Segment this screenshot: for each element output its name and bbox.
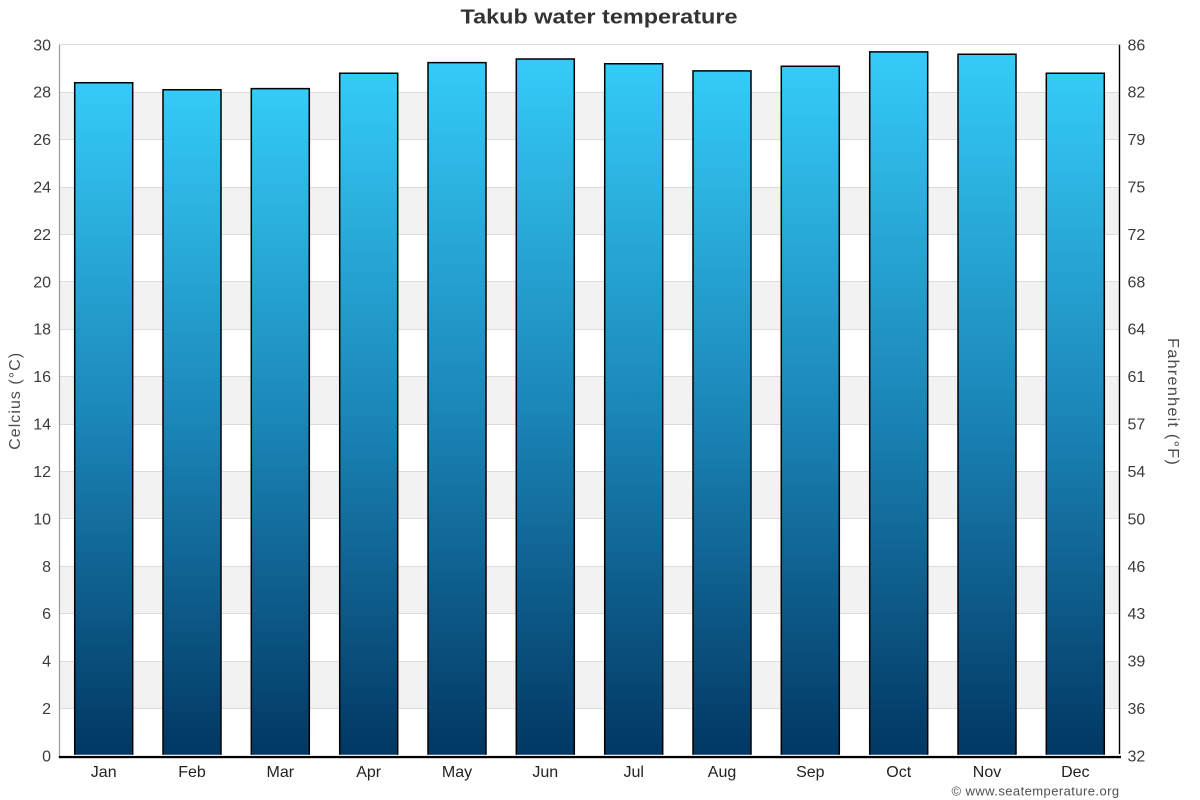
svg-text:20: 20 [33,274,51,291]
svg-text:© www.seatemperature.org: © www.seatemperature.org [952,784,1120,799]
svg-text:86: 86 [1128,37,1146,54]
svg-text:Dec: Dec [1061,764,1089,781]
svg-text:0: 0 [42,748,51,765]
svg-text:61: 61 [1128,369,1146,386]
svg-text:75: 75 [1128,180,1146,197]
svg-text:46: 46 [1128,559,1146,576]
svg-text:24: 24 [33,180,51,197]
svg-text:39: 39 [1128,654,1146,671]
svg-text:68: 68 [1128,274,1146,291]
svg-text:12: 12 [33,464,51,481]
svg-text:Apr: Apr [356,764,382,781]
svg-text:30: 30 [33,37,51,54]
svg-text:Mar: Mar [267,764,295,781]
svg-text:57: 57 [1128,417,1146,434]
svg-text:Takub water temperature: Takub water temperature [461,7,738,29]
svg-text:Feb: Feb [178,764,206,781]
svg-text:36: 36 [1128,701,1146,718]
svg-text:Oct: Oct [886,764,911,781]
svg-text:18: 18 [33,322,51,339]
svg-text:Aug: Aug [708,764,736,781]
svg-text:14: 14 [33,417,51,434]
svg-text:Celcius (°C): Celcius (°C) [7,352,24,450]
svg-text:43: 43 [1128,606,1146,623]
svg-text:Sep: Sep [796,764,825,781]
svg-text:82: 82 [1128,85,1146,102]
svg-text:54: 54 [1128,464,1146,481]
svg-text:Jan: Jan [91,764,117,781]
svg-text:16: 16 [33,369,51,386]
svg-text:64: 64 [1128,322,1146,339]
svg-text:10: 10 [33,511,51,528]
svg-text:Nov: Nov [973,764,1001,781]
svg-text:50: 50 [1128,511,1146,528]
svg-text:Jun: Jun [532,764,558,781]
svg-text:22: 22 [33,227,51,244]
svg-text:32: 32 [1128,748,1146,765]
svg-text:May: May [442,764,472,781]
svg-text:28: 28 [33,85,51,102]
svg-text:Jul: Jul [623,764,643,781]
svg-text:72: 72 [1128,227,1146,244]
svg-text:6: 6 [42,606,51,623]
svg-text:79: 79 [1128,132,1146,149]
svg-text:26: 26 [33,132,51,149]
svg-text:8: 8 [42,559,51,576]
svg-text:4: 4 [42,654,51,671]
svg-text:2: 2 [42,701,51,718]
svg-text:Fahrenheit (°F): Fahrenheit (°F) [1164,338,1181,466]
